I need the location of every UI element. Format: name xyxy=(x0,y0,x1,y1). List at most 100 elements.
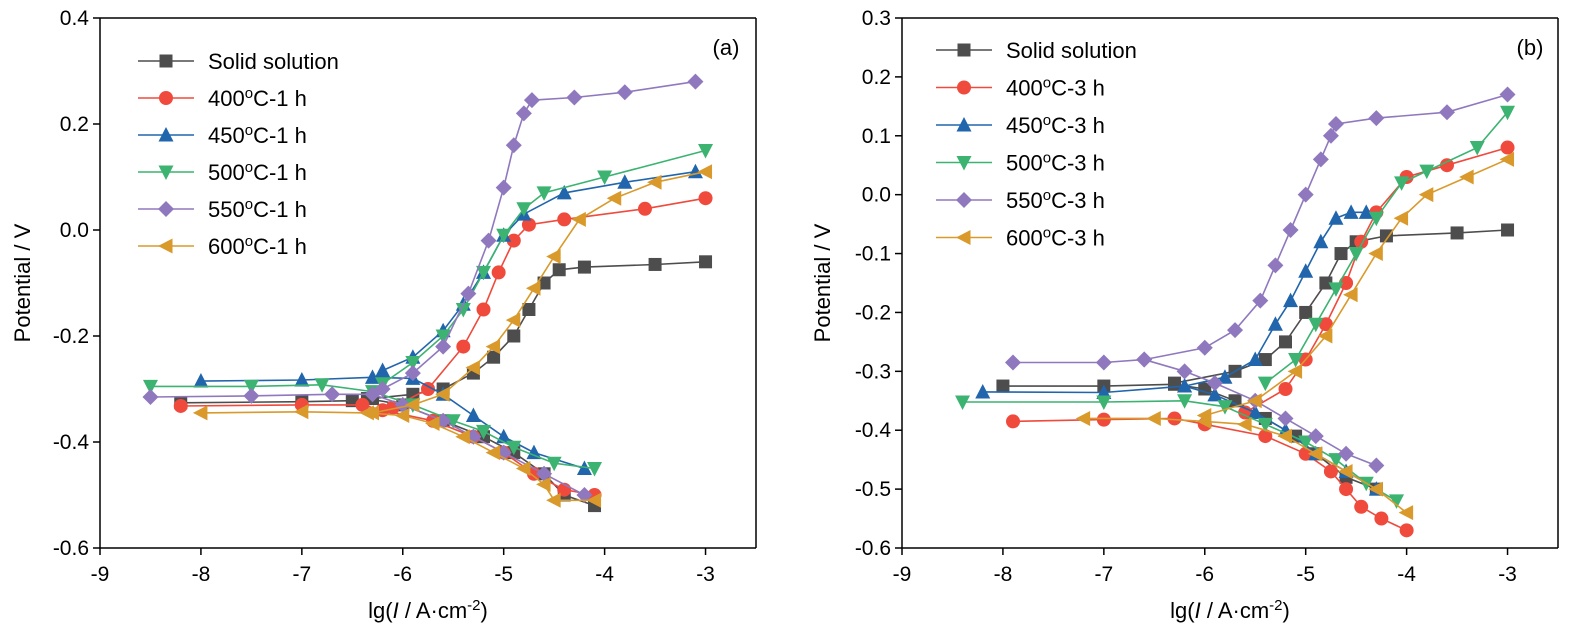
data-point-cathodic-6 xyxy=(1277,410,1294,427)
data-point-anodic-2 xyxy=(435,338,452,355)
data-point-cathodic-5 xyxy=(465,407,481,422)
series-3 xyxy=(955,105,1516,509)
data-point-cathodic-7 xyxy=(1307,428,1324,445)
data-point-anodic-9 xyxy=(566,89,583,106)
data-point-anodic-4 xyxy=(1283,292,1299,308)
data-point-anodic-7 xyxy=(546,249,561,264)
data-point-cathodic-4 xyxy=(1258,429,1273,444)
data-point-cathodic-9 xyxy=(587,462,603,477)
x-axis-title: lg(I / A·cm-2) xyxy=(368,597,488,624)
series-line-cathodic xyxy=(1013,358,1377,467)
data-point-cathodic-9 xyxy=(576,487,593,503)
data-point-anodic-9 xyxy=(1499,151,1515,167)
y-tick-label: 0.2 xyxy=(60,113,89,136)
data-point-anodic-2 xyxy=(1247,351,1263,367)
data-point-anodic-5 xyxy=(496,228,512,244)
series-3 xyxy=(142,144,714,477)
data-point-anodic-5 xyxy=(1368,246,1383,262)
legend-label: Solid solution xyxy=(1006,38,1137,63)
series-line-cathodic xyxy=(150,393,585,496)
legend-label-degree: o xyxy=(245,122,253,139)
data-point-anodic-3 xyxy=(476,302,491,317)
legend-label-rest: C-1 h xyxy=(253,86,307,111)
legend-label-degree: o xyxy=(1043,74,1051,91)
data-point-anodic-6 xyxy=(1394,176,1410,191)
data-point-anodic-1 xyxy=(406,387,420,401)
data-point-cathodic-5 xyxy=(1298,435,1314,450)
data-point-cathodic-0 xyxy=(1075,410,1091,426)
y-tick-label: -0.6 xyxy=(855,537,891,560)
data-point-anodic-6 xyxy=(522,303,536,316)
data-point-anodic-8 xyxy=(1379,229,1393,243)
legend-label-temp: 400 xyxy=(1006,76,1043,101)
data-point-anodic-11 xyxy=(687,73,704,90)
legend-label-rest: C-1 h xyxy=(253,234,307,259)
data-point-cathodic-3 xyxy=(1217,400,1233,415)
data-point-cathodic-7 xyxy=(526,444,542,460)
data-point-anodic-4 xyxy=(480,232,497,249)
series-line-anodic xyxy=(392,197,706,409)
data-point-anodic-8 xyxy=(637,201,652,216)
legend-label-degree: o xyxy=(245,159,253,176)
data-point-anodic-9 xyxy=(698,144,714,159)
data-point-anodic-0 xyxy=(1136,351,1153,368)
data-point-anodic-9 xyxy=(1500,105,1516,121)
data-point-anodic-1 xyxy=(404,397,420,413)
data-point-anodic-0 xyxy=(1257,376,1273,392)
data-point-cathodic-1 xyxy=(243,379,259,395)
series-line-anodic xyxy=(1204,158,1508,417)
data-point-anodic-0 xyxy=(1177,378,1193,393)
legend-triangle-up-marker xyxy=(158,127,174,142)
data-point-cathodic-0 xyxy=(996,379,1010,393)
data-point-cathodic-1 xyxy=(1096,412,1111,427)
data-point-anodic-4 xyxy=(1348,247,1364,262)
data-point-anodic-5 xyxy=(1319,276,1333,290)
legend-item: 550oC-1 h xyxy=(138,196,307,222)
data-point-anodic-8 xyxy=(1322,127,1339,144)
x-tick-label: -6 xyxy=(393,563,412,586)
legend-label-degree: o xyxy=(1043,224,1051,241)
data-point-anodic-6 xyxy=(525,280,541,296)
data-point-anodic-5 xyxy=(1298,263,1314,278)
data-point-anodic-7 xyxy=(1419,164,1435,180)
legend-label-rest: C-3 h xyxy=(1051,226,1105,251)
data-point-anodic-1 xyxy=(1217,369,1233,384)
y-tick-label: -0.4 xyxy=(855,419,892,442)
data-point-cathodic-8 xyxy=(536,476,551,492)
data-point-anodic-1 xyxy=(1247,393,1262,409)
plot-area xyxy=(142,73,714,513)
y-tick-label: -0.2 xyxy=(855,301,891,324)
data-point-cathodic-9 xyxy=(1374,511,1389,526)
data-point-cathodic-1 xyxy=(1095,354,1112,371)
data-point-anodic-5 xyxy=(1282,222,1299,238)
data-point-anodic-3 xyxy=(1318,317,1333,332)
data-point-cathodic-8 xyxy=(1338,445,1355,462)
data-point-anodic-1 xyxy=(405,356,421,371)
data-point-anodic-11 xyxy=(697,164,713,180)
data-point-cathodic-4 xyxy=(1247,404,1263,420)
series-line-anodic xyxy=(382,149,706,385)
data-point-anodic-3 xyxy=(1252,292,1269,309)
legend-item: 600oC-3 h xyxy=(936,224,1105,251)
legend-label-degree: o xyxy=(1043,149,1051,166)
data-point-anodic-9 xyxy=(1500,140,1515,155)
data-point-anodic-6 xyxy=(505,137,522,154)
data-point-cathodic-3 xyxy=(1237,416,1252,432)
data-point-cathodic-8 xyxy=(536,465,553,482)
data-point-anodic-10 xyxy=(1368,110,1385,127)
legend-label-rest: C-3 h xyxy=(1051,113,1105,138)
data-point-anodic-8 xyxy=(617,174,633,189)
legend-diamond-marker xyxy=(956,192,972,208)
data-point-cathodic-1 xyxy=(1146,410,1161,426)
x-tick-label: -9 xyxy=(91,563,110,586)
legend-item: 500oC-3 h xyxy=(936,149,1105,176)
data-point-anodic-3 xyxy=(1279,335,1293,349)
data-point-anodic-9 xyxy=(1358,204,1374,219)
legend-label-temp: 550 xyxy=(208,197,245,222)
x-tick-label: -7 xyxy=(293,563,312,586)
legend-label: 600oC-3 h xyxy=(1006,224,1105,251)
legend-label-temp: 450 xyxy=(1006,113,1043,138)
data-point-cathodic-4 xyxy=(394,396,411,413)
data-point-cathodic-3 xyxy=(1176,363,1193,380)
x-axis-title-mid: / A·cm xyxy=(399,598,467,623)
